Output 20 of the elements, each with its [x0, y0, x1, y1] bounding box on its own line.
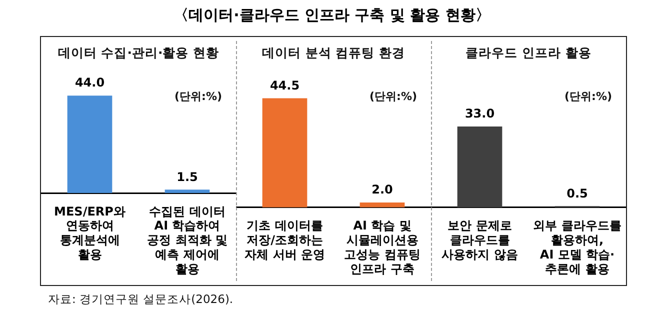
annotation: (단위:%): [370, 89, 417, 104]
annotation: (단위:%): [174, 89, 222, 104]
data-label: 44.5: [270, 78, 300, 92]
x-tick-label: 기초 데이터를 저장/조회하는 자체 서버 운영: [244, 218, 325, 262]
text: 〈데이터·클라우드 인프라 구축 및 활용 현황〉: [172, 6, 492, 25]
x-tick-label: 수집된 데이터 AI 학습하여 공정 최적화 및 예측 제어에 활용: [147, 204, 228, 276]
data-label: 33.0: [464, 106, 495, 121]
x-tick-label: 외부 클라우드를 활용하여, AI 모델 학습· 추론에 활용: [533, 218, 622, 276]
chart-subtitle: 데이터 분석 컴퓨팅 환경: [260, 45, 406, 62]
x-tick-label: 보안 문제로 클라우드를 사용하지 않음: [442, 218, 518, 262]
x-tick-label: MES/ERP와 연동하여 통계분석에 활용: [54, 204, 126, 262]
x-tick-label: AI 학습 및 시뮬레이션용 고성능 컴퓨팅 인프라 구축: [344, 218, 420, 276]
data-label: 2.0: [372, 182, 393, 197]
data-label: 0.5: [566, 186, 588, 200]
data-label: 1.5: [176, 170, 198, 184]
data-label: 44.0: [74, 76, 105, 90]
chart-subtitle: 데이터 수집·관리·활용 현황: [56, 45, 220, 62]
text: 자료: 경기연구원 설문조사(2026).: [48, 292, 234, 307]
chart-subtitle: 클라우드 인프라 활용: [464, 45, 592, 62]
text: (단위:%): [564, 89, 612, 104]
